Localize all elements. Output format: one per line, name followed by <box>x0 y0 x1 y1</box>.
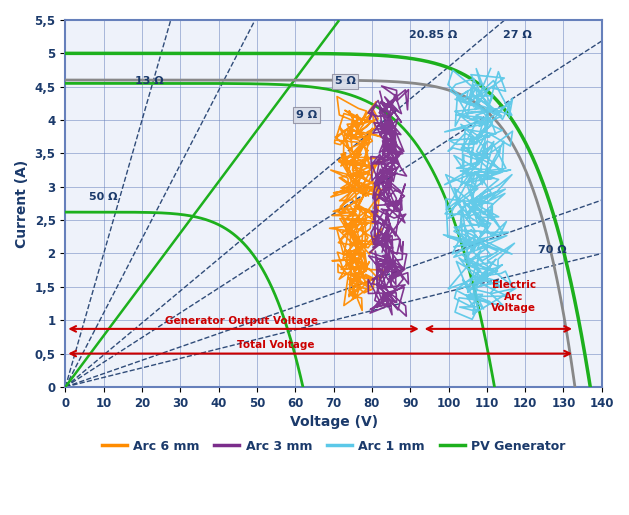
Text: 50 Ω: 50 Ω <box>89 192 118 202</box>
X-axis label: Voltage (V): Voltage (V) <box>289 415 377 429</box>
Y-axis label: Current (A): Current (A) <box>15 159 29 248</box>
Text: 70 Ω: 70 Ω <box>538 245 566 255</box>
Text: Total Voltage: Total Voltage <box>237 340 315 350</box>
Text: 5 Ω: 5 Ω <box>335 76 355 87</box>
Text: 13 Ω: 13 Ω <box>135 76 164 87</box>
Text: 20.85 Ω: 20.85 Ω <box>409 30 457 40</box>
Text: 27 Ω: 27 Ω <box>503 30 532 40</box>
Text: Generator Output Voltage: Generator Output Voltage <box>165 316 318 325</box>
Text: Electric
Arc
Voltage: Electric Arc Voltage <box>491 280 536 314</box>
Legend: Arc 6 mm, Arc 3 mm, Arc 1 mm, PV Generator: Arc 6 mm, Arc 3 mm, Arc 1 mm, PV Generat… <box>97 435 571 458</box>
Text: 9 Ω: 9 Ω <box>296 110 317 119</box>
